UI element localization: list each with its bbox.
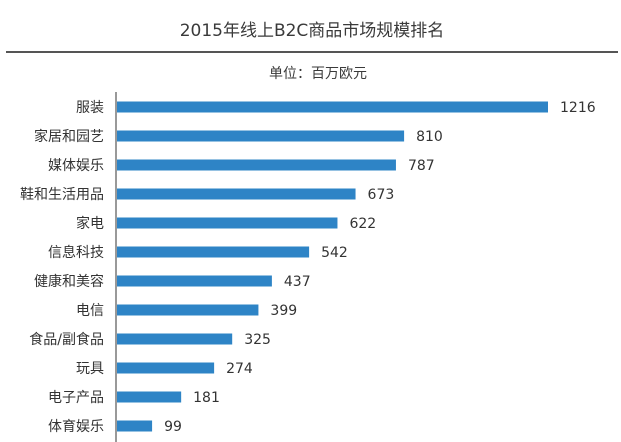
chart-title: 2015年线上B2C商品市场规模排名: [180, 21, 445, 41]
category-label: 家电: [76, 215, 104, 232]
bars-group: 服装 1216 家居和园艺 810 媒体娱乐 787 鞋和生活用品 673 家电 622 信息科技 5…: [20, 100, 596, 435]
bar: [117, 159, 396, 171]
value-label: 274: [226, 361, 253, 377]
bar: [117, 304, 259, 316]
value-label: 622: [349, 216, 376, 232]
value-label: 399: [270, 303, 297, 319]
bar: [117, 217, 338, 229]
value-label: 542: [321, 245, 348, 261]
value-label: 99: [164, 419, 182, 435]
category-label: 鞋和生活用品: [20, 187, 104, 203]
bar: [117, 101, 548, 113]
bar: [117, 362, 215, 374]
category-label: 电信: [76, 303, 104, 319]
value-label: 787: [408, 158, 435, 174]
bar: [117, 275, 272, 287]
category-label: 玩具: [76, 361, 104, 377]
category-label: 食品/副食品: [29, 331, 104, 348]
category-label: 健康和美容: [34, 273, 104, 290]
value-label: 325: [244, 332, 271, 348]
value-label: 437: [284, 274, 311, 290]
category-label: 媒体娱乐: [48, 158, 104, 174]
bar: [117, 130, 405, 142]
chart-subtitle: 单位：百万欧元: [269, 66, 367, 82]
bar: [117, 188, 356, 200]
category-label: 家居和园艺: [34, 128, 104, 145]
bar: [117, 391, 182, 403]
bar: [117, 333, 233, 345]
value-label: 1216: [560, 100, 596, 116]
value-label: 673: [368, 187, 395, 203]
category-label: 电子产品: [48, 390, 104, 406]
bar: [117, 420, 153, 432]
category-label: 信息科技: [48, 244, 104, 261]
bar: [117, 246, 310, 258]
value-label: 181: [193, 390, 220, 406]
category-label: 服装: [76, 100, 104, 116]
category-label: 体育娱乐: [48, 419, 104, 435]
value-label: 810: [416, 129, 443, 145]
